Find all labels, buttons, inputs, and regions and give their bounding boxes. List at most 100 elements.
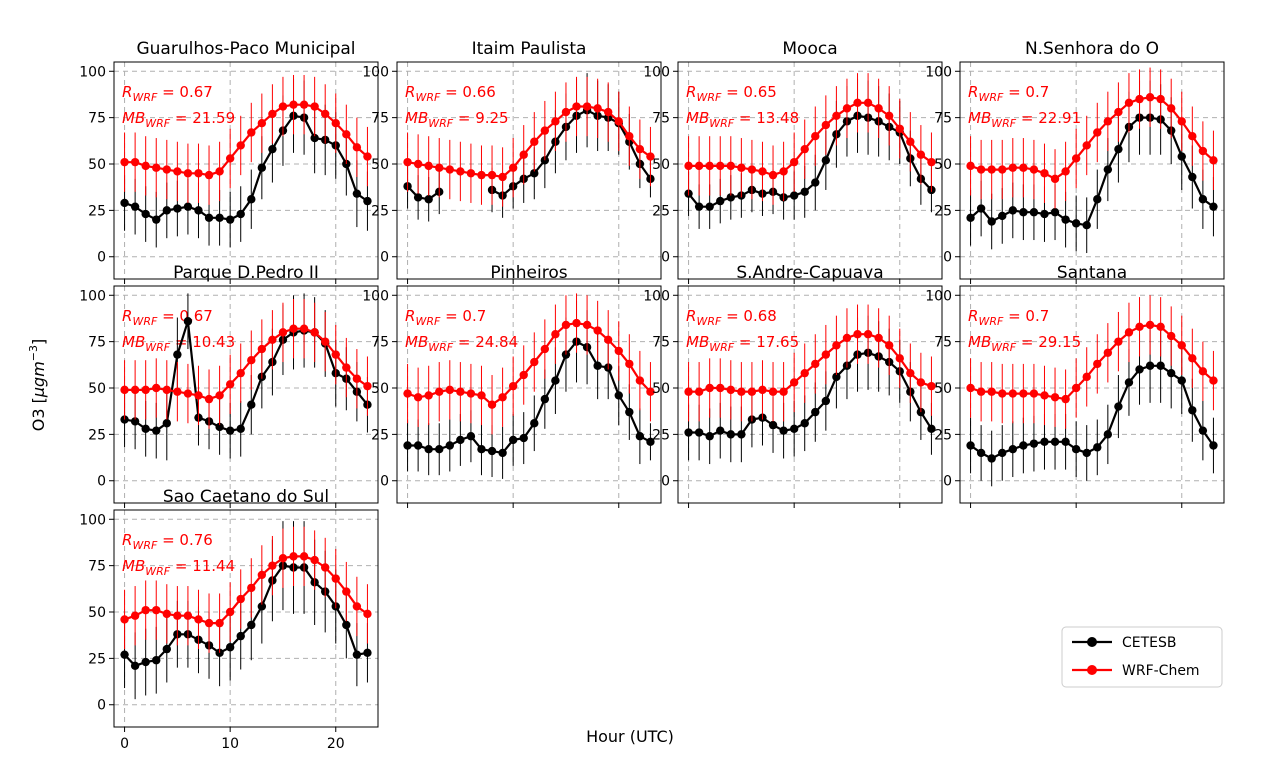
panel-7-model-point: [800, 368, 809, 378]
panel-1-obs-point: [162, 206, 171, 215]
panel-6-model-point: [540, 344, 550, 354]
panel-2-model-point: [551, 117, 560, 126]
panel-3-obs-point: [821, 156, 831, 165]
panel-8-ytick-label: 100: [925, 288, 952, 304]
panel-1-ytick-label: 75: [88, 111, 106, 127]
panel-3-model-point: [906, 137, 915, 146]
panel-8-model-point: [1029, 389, 1039, 398]
panel-9-obs-point: [120, 650, 129, 659]
panel-8-obs-point: [1082, 448, 1091, 458]
panel-6-model-point: [508, 381, 518, 391]
panel-6-ytick-label: 75: [371, 335, 389, 351]
panel-3-model-point: [747, 165, 757, 174]
panel-1-model-point: [257, 119, 267, 128]
panel-4-model-point: [1050, 174, 1060, 184]
panel-9-model-point: [257, 570, 267, 580]
panel-4-model-point: [1124, 98, 1134, 108]
panel-5-model-point: [194, 391, 203, 400]
panel-8-obs-point: [1040, 437, 1049, 446]
panel-7-obs-point: [832, 372, 841, 382]
panel-9-ytick-label: 100: [79, 512, 106, 528]
panel-6-obs-point: [445, 441, 454, 450]
panel-8-obs-point: [1135, 365, 1144, 374]
panel-8-model-point: [1050, 393, 1060, 402]
panel-7-ytick-label: 25: [652, 427, 670, 443]
panel-8-model-point: [1040, 391, 1049, 400]
panel-5-obs-point: [162, 419, 171, 428]
panel-6-model-point: [551, 330, 560, 339]
panel-7-model-point: [716, 383, 725, 393]
panel-6-model-point: [403, 389, 412, 398]
panel-5-model-point: [204, 394, 214, 404]
panel-3-obs-point: [716, 196, 725, 206]
panel-7: S.Andre-Capuava RWRF = 0.68 MBWRF = 17.65 0…: [643, 263, 943, 508]
panel-9-obs-point: [342, 620, 351, 630]
panel-4-ytick-label: 75: [934, 111, 952, 127]
panel-4-frame: [959, 61, 1225, 280]
panel-3-model-point: [758, 167, 767, 176]
panel-6-obs-point: [498, 448, 507, 458]
panel-5-mb-annotation: MBWRF = 10.43: [122, 333, 235, 354]
panel-2-model-point: [413, 159, 423, 169]
panel-3-obs-point: [800, 187, 809, 197]
panel-1-model-point: [352, 143, 362, 152]
panel-1: Guarulhos-Paco Municipal RWRF = 0.67 MBWRF…: [79, 39, 379, 284]
panel-9-obs-point: [363, 648, 372, 658]
panel-4-model-point: [1177, 117, 1186, 126]
panel-9-ytick-label: 0: [97, 698, 106, 714]
panel-2-obs-line: [491, 108, 652, 197]
panel-4-model-point: [998, 165, 1007, 174]
panel-5-ytick-label: 100: [79, 288, 106, 304]
panel-7-obs-point: [811, 407, 820, 417]
panel-5-obs-line: [124, 320, 369, 432]
panel-3-model-point: [737, 163, 746, 172]
panel-9-model-point: [152, 605, 161, 615]
panel-1-ytick-label: 50: [88, 157, 106, 173]
panel-8: Santana RWRF = 0.7 MBWRF = 29.15 0 25 50 75 100: [925, 263, 1225, 508]
panel-8-obs-point: [1188, 406, 1197, 415]
panel-2-model-point: [530, 137, 539, 146]
panel-6-model-point: [561, 320, 571, 330]
panel-8-model-point: [1082, 372, 1091, 382]
panel-9-model-point: [268, 561, 277, 570]
panel-5-title: Parque D.Pedro II: [173, 263, 319, 283]
panel-3-model-point: [716, 161, 725, 171]
panel-3-model-point: [800, 144, 809, 154]
panel-5-model-point: [321, 337, 330, 346]
panel-2-ytick-label: 50: [371, 157, 389, 173]
panel-6-title: Pinheiros: [490, 263, 567, 283]
panel-3-model-point: [789, 157, 799, 167]
panel-2-model-point: [646, 152, 655, 161]
panel-4-model-point: [966, 161, 975, 171]
panel-2-ytick-label: 25: [371, 203, 389, 219]
panel-1-obs-point: [204, 213, 214, 222]
panel-3-model-point: [916, 150, 926, 159]
panel-6-ytick-label: 50: [371, 381, 389, 397]
panel-8-model-point: [998, 389, 1007, 398]
panel-9-title: Sao Caetano do Sul: [163, 487, 329, 507]
panel-4-obs-point: [1040, 209, 1049, 219]
panel-7-model-point: [768, 387, 778, 396]
panel-6-obs-point: [625, 407, 634, 417]
panel-8-model-point: [1198, 367, 1208, 376]
panel-5-frame: [113, 285, 379, 504]
panel-9-ytick-label: 75: [88, 559, 106, 575]
panel-9-model-point: [204, 618, 214, 628]
panel-4-model-point: [1019, 163, 1028, 172]
panel-8-obs-point: [1167, 368, 1176, 378]
panel-4-obs-point: [1008, 206, 1017, 215]
panel-4-model-point: [1114, 107, 1123, 117]
panel-9-obs-point: [236, 631, 245, 641]
panel-6-model-point: [435, 387, 444, 396]
panel-2-model-point: [477, 170, 486, 180]
panel-2-obs-point: [530, 169, 539, 178]
panel-3-ytick-label: 75: [652, 111, 670, 127]
panel-2-ytick-label: 75: [371, 111, 389, 127]
panel-9-obs-point: [225, 643, 235, 652]
panel-2-model-point: [519, 150, 528, 159]
panel-2-model-point: [572, 102, 581, 111]
panel-1-mb-annotation: MBWRF = 21.59: [122, 109, 235, 130]
panel-5-model-point: [299, 324, 309, 333]
panel-5-model-point: [162, 385, 171, 395]
panel-1-obs-point: [194, 206, 203, 215]
